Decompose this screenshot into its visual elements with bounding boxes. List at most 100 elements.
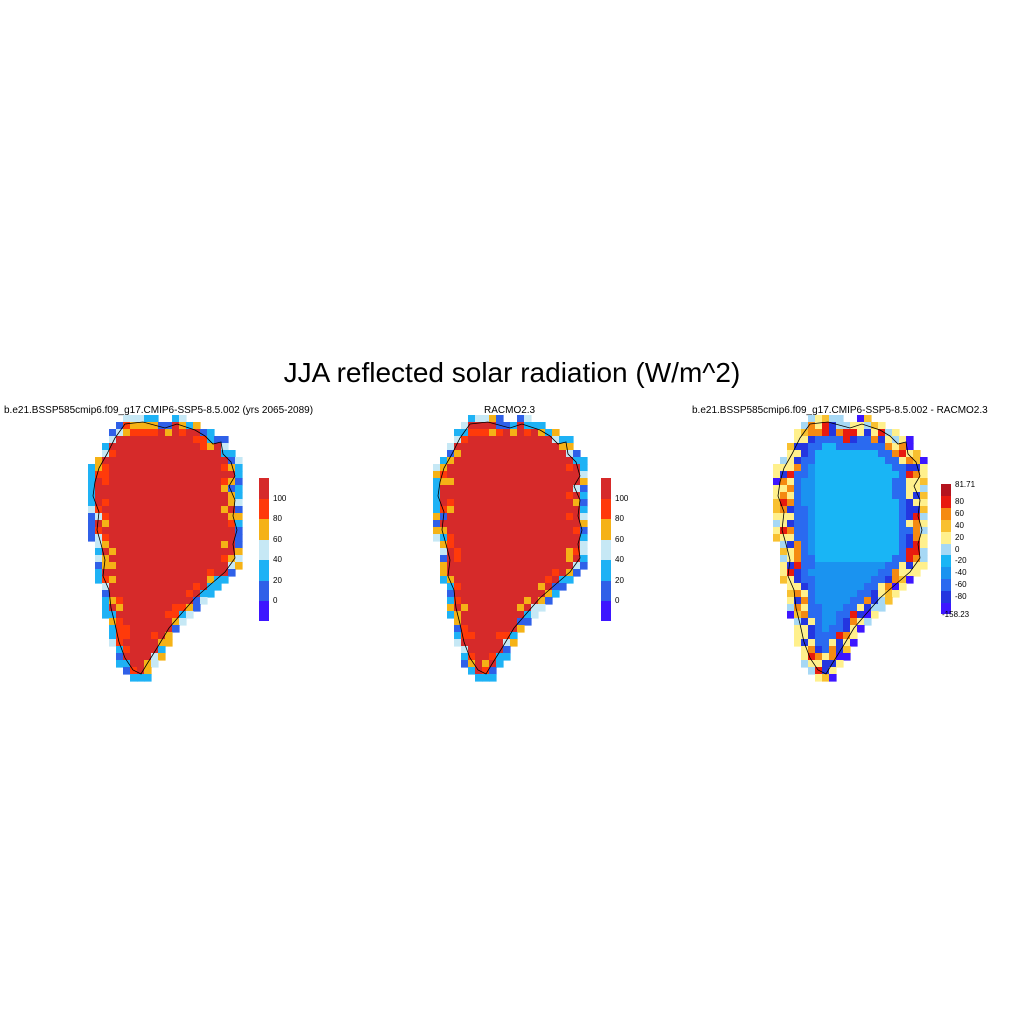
grid-cell [899, 499, 907, 507]
grid-cell [468, 562, 476, 570]
grid-cell [780, 485, 788, 493]
grid-cell [794, 548, 802, 556]
grid-cell [137, 478, 145, 486]
grid-cell [878, 534, 886, 542]
grid-cell [461, 457, 469, 465]
grid-cell [207, 478, 215, 486]
grid-cell [235, 541, 243, 549]
grid-cell [475, 611, 483, 619]
grid-cell [179, 618, 187, 626]
grid-cell [899, 506, 907, 514]
grid-cell [552, 569, 560, 577]
grid-cell [857, 443, 865, 451]
grid-cell [773, 464, 781, 472]
grid-cell [137, 569, 145, 577]
grid-cell [144, 450, 152, 458]
grid-cell [822, 597, 830, 605]
grid-cell [780, 534, 788, 542]
grid-cell [864, 611, 872, 619]
grid-cell [836, 646, 844, 654]
grid-cell [186, 450, 194, 458]
grid-cell [186, 436, 194, 444]
grid-cell [235, 471, 243, 479]
grid-cell [433, 527, 441, 535]
grid-cell [130, 492, 138, 500]
grid-cell [829, 506, 837, 514]
grid-cell [538, 534, 546, 542]
grid-cell [843, 478, 851, 486]
grid-cell [475, 618, 483, 626]
grid-cell [496, 478, 504, 486]
grid-cell [489, 625, 497, 633]
grid-cell [566, 464, 574, 472]
grid-cell [454, 618, 462, 626]
grid-cell [228, 520, 236, 528]
grid-cell [496, 604, 504, 612]
grid-cell [186, 443, 194, 451]
grid-cell [815, 660, 823, 668]
grid-cell [165, 583, 173, 591]
grid-cell [829, 625, 837, 633]
grid-cell [172, 464, 180, 472]
grid-cell [857, 471, 865, 479]
grid-cell [538, 436, 546, 444]
grid-cell [857, 625, 865, 633]
grid-cell [559, 583, 567, 591]
grid-cell [440, 527, 448, 535]
grid-cell [517, 471, 525, 479]
grid-cell [815, 499, 823, 507]
grid-cell [503, 555, 511, 563]
grid-cell [144, 464, 152, 472]
grid-cell [913, 527, 921, 535]
grid-cell [864, 415, 872, 423]
grid-cell [172, 618, 180, 626]
grid-cell [221, 520, 229, 528]
grid-cell [151, 492, 159, 500]
grid-cell [116, 485, 124, 493]
grid-cell [906, 450, 914, 458]
grid-cell [906, 457, 914, 465]
grid-cell [829, 576, 837, 584]
grid-cell [482, 520, 490, 528]
grid-cell [151, 660, 159, 668]
grid-cell [475, 457, 483, 465]
grid-cell [794, 583, 802, 591]
grid-cell [850, 632, 858, 640]
grid-cell [172, 457, 180, 465]
grid-cell [864, 464, 872, 472]
grid-cell [489, 499, 497, 507]
grid-cell [808, 569, 816, 577]
grid-cell [200, 527, 208, 535]
grid-cell [151, 464, 159, 472]
grid-cell [179, 436, 187, 444]
grid-cell [468, 520, 476, 528]
grid-cell [221, 499, 229, 507]
grid-cell [109, 478, 117, 486]
grid-cell [454, 590, 462, 598]
grid-cell [503, 625, 511, 633]
grid-cell [843, 597, 851, 605]
grid-cell [517, 625, 525, 633]
grid-cell [913, 534, 921, 542]
grid-cell [489, 618, 497, 626]
grid-cell [109, 492, 117, 500]
grid-cell [906, 443, 914, 451]
grid-cell [440, 534, 448, 542]
grid-cell [517, 513, 525, 521]
grid-cell [843, 527, 851, 535]
grid-cell [116, 590, 124, 598]
grid-cell [815, 506, 823, 514]
grid-cell [468, 471, 476, 479]
grid-cell [794, 527, 802, 535]
grid-cell [475, 674, 483, 682]
grid-cell [482, 569, 490, 577]
grid-cell [144, 457, 152, 465]
grid-cell [566, 471, 574, 479]
grid-cell [144, 429, 152, 437]
grid-cell [780, 527, 788, 535]
grid-cell [517, 562, 525, 570]
grid-cell [787, 569, 795, 577]
grid-cell [193, 527, 201, 535]
grid-cell [482, 534, 490, 542]
grid-cell [482, 450, 490, 458]
